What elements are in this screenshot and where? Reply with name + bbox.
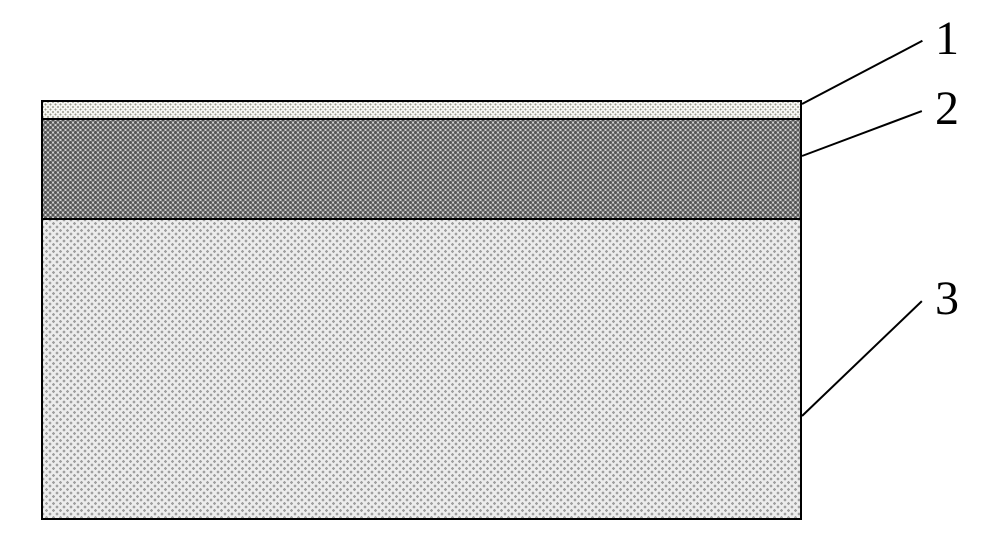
callout-label: 2 xyxy=(935,85,959,133)
layer-diagram xyxy=(41,100,802,520)
leader-line xyxy=(801,300,922,416)
callout-label: 3 xyxy=(935,275,959,323)
stage: 1 2 3 xyxy=(0,0,1000,557)
top-layer xyxy=(41,100,802,120)
bottom-layer xyxy=(41,220,802,520)
leader-line xyxy=(802,110,923,157)
callout-label: 1 xyxy=(935,15,959,63)
middle-layer xyxy=(41,120,802,220)
leader-line xyxy=(802,40,923,105)
